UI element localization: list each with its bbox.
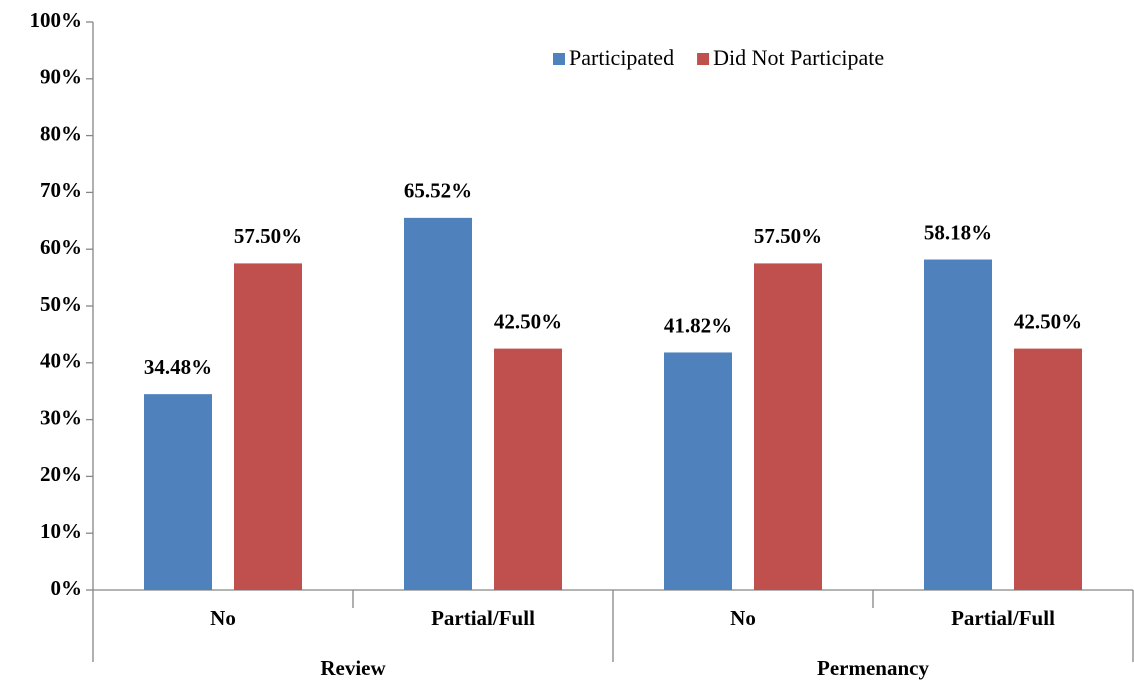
y-tick-label: 60% <box>40 235 82 259</box>
y-tick-label: 10% <box>40 519 82 543</box>
y-tick-label: 100% <box>30 8 83 32</box>
y-tick-label: 0% <box>51 576 83 600</box>
bar <box>234 263 302 590</box>
y-tick-label: 90% <box>40 65 82 89</box>
y-tick-label: 30% <box>40 405 82 429</box>
legend-swatch <box>553 53 565 65</box>
data-label: 42.50% <box>494 309 562 333</box>
legend-label: Participated <box>569 45 674 70</box>
bar <box>404 217 472 590</box>
y-tick-label: 80% <box>40 121 82 145</box>
y-tick-label: 40% <box>40 349 82 373</box>
data-label: 57.50% <box>234 224 302 248</box>
x-tick-label: Partial/Full <box>431 606 535 630</box>
y-tick-label: 50% <box>40 292 82 316</box>
bar <box>144 394 212 590</box>
y-tick-label: 20% <box>40 462 82 486</box>
x-tick-label: No <box>730 606 756 630</box>
data-label: 34.48% <box>144 355 212 379</box>
data-label: 41.82% <box>664 313 732 337</box>
x-tick-label: No <box>210 606 236 630</box>
bar <box>924 259 992 590</box>
data-label: 58.18% <box>924 220 992 244</box>
bar <box>754 263 822 590</box>
bar <box>494 348 562 590</box>
x-tick-label: Partial/Full <box>951 606 1055 630</box>
data-label: 42.50% <box>1014 309 1082 333</box>
y-tick-label: 70% <box>40 178 82 202</box>
bar <box>1014 348 1082 590</box>
bar <box>664 352 732 590</box>
legend-label: Did Not Participate <box>713 45 884 70</box>
data-label: 57.50% <box>754 224 822 248</box>
group-label: Permenancy <box>817 656 929 680</box>
data-label: 65.52% <box>404 179 472 203</box>
legend-swatch <box>697 53 710 65</box>
group-label: Review <box>320 656 386 680</box>
